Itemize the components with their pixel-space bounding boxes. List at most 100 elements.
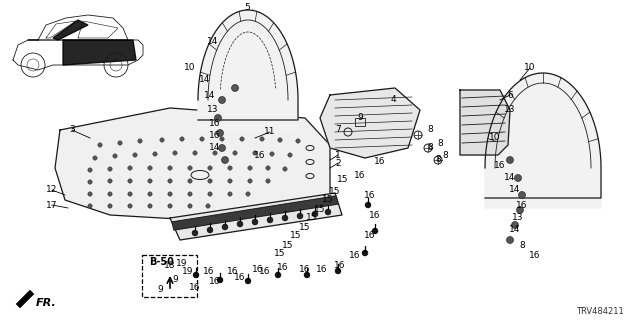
Text: 14: 14 xyxy=(207,37,219,46)
Text: 15: 15 xyxy=(337,175,349,185)
Text: 9: 9 xyxy=(172,276,178,284)
Circle shape xyxy=(518,191,525,198)
Circle shape xyxy=(282,215,288,221)
Circle shape xyxy=(128,192,132,196)
Text: 8: 8 xyxy=(519,241,525,250)
Circle shape xyxy=(218,97,225,103)
Polygon shape xyxy=(485,73,601,208)
Text: 13: 13 xyxy=(512,213,524,222)
Circle shape xyxy=(168,179,172,183)
Circle shape xyxy=(312,211,318,217)
Circle shape xyxy=(192,230,198,236)
Text: 16: 16 xyxy=(529,251,541,260)
Circle shape xyxy=(148,204,152,208)
Circle shape xyxy=(212,151,217,155)
Circle shape xyxy=(180,137,184,141)
Text: 15: 15 xyxy=(291,231,301,241)
Polygon shape xyxy=(198,10,298,130)
Circle shape xyxy=(200,137,204,141)
Text: 10: 10 xyxy=(184,63,196,73)
Text: 8: 8 xyxy=(437,139,443,148)
Circle shape xyxy=(248,166,252,170)
Text: 15: 15 xyxy=(275,249,285,258)
Text: 15: 15 xyxy=(323,196,333,204)
Polygon shape xyxy=(320,88,420,158)
Text: 16: 16 xyxy=(259,268,271,276)
Polygon shape xyxy=(172,196,338,230)
Polygon shape xyxy=(13,40,143,70)
Circle shape xyxy=(188,179,192,183)
Circle shape xyxy=(128,204,132,208)
Circle shape xyxy=(206,204,210,208)
Text: 16: 16 xyxy=(227,268,239,276)
Text: 14: 14 xyxy=(504,173,516,182)
Circle shape xyxy=(188,204,192,208)
Circle shape xyxy=(108,192,112,196)
Circle shape xyxy=(148,192,152,196)
Circle shape xyxy=(266,166,270,170)
Text: 16: 16 xyxy=(277,263,289,273)
Text: 9: 9 xyxy=(357,114,363,123)
Circle shape xyxy=(168,192,172,196)
Text: 8: 8 xyxy=(427,143,433,153)
Text: 11: 11 xyxy=(264,127,276,137)
Circle shape xyxy=(515,174,522,181)
Text: 16: 16 xyxy=(300,266,311,275)
Circle shape xyxy=(266,179,270,183)
Circle shape xyxy=(275,272,281,278)
Text: 16: 16 xyxy=(252,266,264,275)
Circle shape xyxy=(208,166,212,170)
Circle shape xyxy=(208,179,212,183)
Circle shape xyxy=(253,151,257,155)
Circle shape xyxy=(153,152,157,156)
Circle shape xyxy=(168,166,172,170)
Text: TRV484211: TRV484211 xyxy=(576,308,624,316)
Text: 15: 15 xyxy=(307,213,317,222)
Text: 16: 16 xyxy=(364,230,376,239)
Circle shape xyxy=(267,217,273,223)
Circle shape xyxy=(193,151,197,155)
Text: 14: 14 xyxy=(509,186,521,195)
Circle shape xyxy=(233,151,237,155)
Text: 16: 16 xyxy=(355,171,365,180)
Polygon shape xyxy=(170,193,342,240)
Text: 16: 16 xyxy=(494,161,506,170)
Text: 16: 16 xyxy=(209,118,221,127)
Text: 17: 17 xyxy=(46,201,58,210)
Text: 2: 2 xyxy=(335,158,341,167)
Circle shape xyxy=(108,204,112,208)
Text: 16: 16 xyxy=(334,260,346,269)
Circle shape xyxy=(278,138,282,142)
Circle shape xyxy=(228,179,232,183)
Circle shape xyxy=(148,166,152,170)
Circle shape xyxy=(128,179,132,183)
Circle shape xyxy=(128,166,132,170)
Text: 1: 1 xyxy=(335,150,341,159)
Text: 16: 16 xyxy=(209,131,221,140)
Text: 13: 13 xyxy=(504,106,516,115)
Polygon shape xyxy=(28,15,128,40)
Circle shape xyxy=(252,219,258,225)
Text: 13: 13 xyxy=(207,106,219,115)
Circle shape xyxy=(217,277,223,283)
Text: 16: 16 xyxy=(374,157,386,166)
Text: 15: 15 xyxy=(282,241,294,250)
Circle shape xyxy=(168,204,172,208)
Circle shape xyxy=(173,151,177,155)
Text: 8: 8 xyxy=(427,125,433,134)
Text: 16: 16 xyxy=(209,277,221,286)
Circle shape xyxy=(188,166,192,170)
Circle shape xyxy=(207,227,213,233)
Circle shape xyxy=(325,209,331,215)
Circle shape xyxy=(260,137,264,141)
Text: B-50: B-50 xyxy=(149,257,174,267)
Circle shape xyxy=(93,156,97,160)
Polygon shape xyxy=(16,290,34,308)
Text: 16: 16 xyxy=(254,150,266,159)
Polygon shape xyxy=(55,108,330,220)
Circle shape xyxy=(214,115,221,122)
Circle shape xyxy=(133,153,137,157)
Circle shape xyxy=(108,179,112,183)
Text: 10: 10 xyxy=(489,133,500,142)
Text: 18: 18 xyxy=(164,260,176,269)
